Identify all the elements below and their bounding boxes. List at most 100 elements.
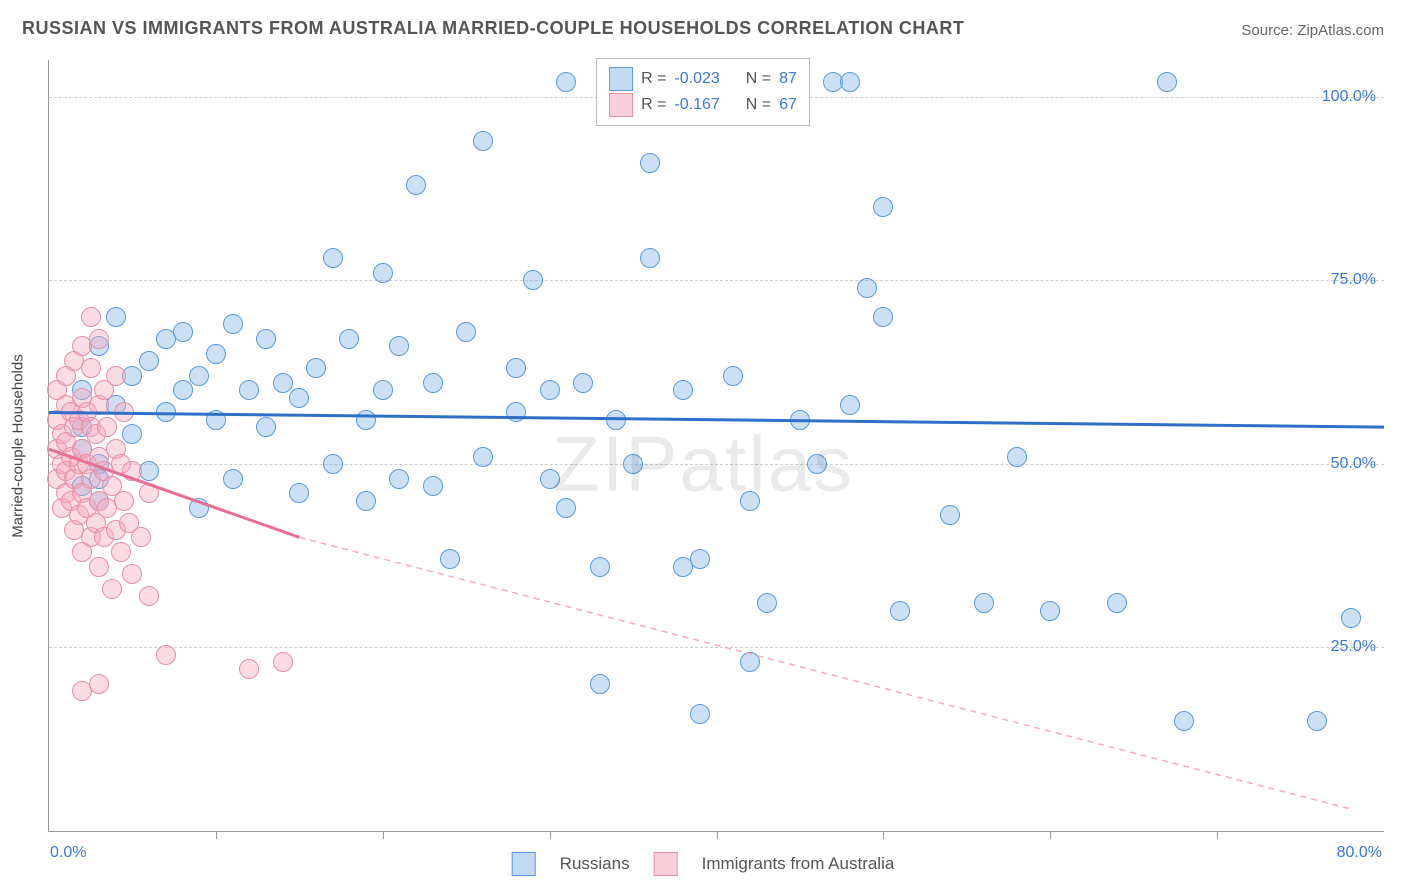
data-point xyxy=(1007,447,1027,467)
data-point xyxy=(890,601,910,621)
data-point xyxy=(506,402,526,422)
data-point xyxy=(131,527,151,547)
regression-line xyxy=(49,412,1384,427)
data-point xyxy=(974,593,994,613)
data-point xyxy=(89,674,109,694)
data-point xyxy=(757,593,777,613)
data-point xyxy=(373,263,393,283)
data-point xyxy=(1040,601,1060,621)
data-point xyxy=(239,380,259,400)
data-point xyxy=(139,586,159,606)
data-point xyxy=(1107,593,1127,613)
data-point xyxy=(206,344,226,364)
data-point xyxy=(840,72,860,92)
data-point xyxy=(273,652,293,672)
data-point xyxy=(114,491,134,511)
data-point xyxy=(373,380,393,400)
data-point xyxy=(740,491,760,511)
data-point xyxy=(690,549,710,569)
x-axis-tick xyxy=(550,831,551,839)
swatch-blue xyxy=(609,67,633,91)
data-point xyxy=(102,579,122,599)
data-point xyxy=(106,307,126,327)
data-point xyxy=(840,395,860,415)
swatch-blue xyxy=(512,852,536,876)
data-point xyxy=(1307,711,1327,731)
data-point xyxy=(606,410,626,430)
scatter-chart: 25.0% 50.0% 75.0% 100.0% xyxy=(48,60,1384,832)
data-point xyxy=(223,314,243,334)
data-point xyxy=(540,469,560,489)
data-point xyxy=(556,498,576,518)
chart-title: RUSSIAN VS IMMIGRANTS FROM AUSTRALIA MAR… xyxy=(22,18,964,39)
data-point xyxy=(423,373,443,393)
data-point xyxy=(940,505,960,525)
data-point xyxy=(873,197,893,217)
y-axis-label: Married-couple Households xyxy=(10,354,27,537)
data-point xyxy=(189,366,209,386)
data-point xyxy=(289,388,309,408)
data-point xyxy=(356,491,376,511)
x-axis-tick xyxy=(717,831,718,839)
y-axis-tick-label: 50.0% xyxy=(1312,455,1376,473)
data-point xyxy=(556,72,576,92)
x-axis-tick xyxy=(1217,831,1218,839)
data-point xyxy=(406,175,426,195)
data-point xyxy=(356,410,376,430)
data-point xyxy=(723,366,743,386)
source-attribution: Source: ZipAtlas.com xyxy=(1241,22,1384,39)
x-axis-tick-max: 80.0% xyxy=(1337,844,1382,862)
y-axis-tick-label: 100.0% xyxy=(1312,88,1376,106)
data-point xyxy=(223,469,243,489)
data-point xyxy=(456,322,476,342)
source-name: ZipAtlas.com xyxy=(1297,22,1384,39)
data-point xyxy=(156,645,176,665)
gridline xyxy=(49,280,1384,281)
x-axis-tick xyxy=(1050,831,1051,839)
data-point xyxy=(339,329,359,349)
data-point xyxy=(690,704,710,724)
data-point xyxy=(1341,608,1361,628)
data-point xyxy=(81,307,101,327)
data-point xyxy=(306,358,326,378)
data-point xyxy=(640,248,660,268)
swatch-pink xyxy=(654,852,678,876)
x-axis-tick xyxy=(883,831,884,839)
data-point xyxy=(623,454,643,474)
data-point xyxy=(111,542,131,562)
data-point xyxy=(1157,72,1177,92)
data-point xyxy=(89,557,109,577)
series-legend: Russians Immigrants from Australia xyxy=(512,852,895,876)
data-point xyxy=(640,153,660,173)
data-point xyxy=(89,329,109,349)
data-point xyxy=(289,483,309,503)
regression-line xyxy=(299,537,1350,809)
n-value: 67 xyxy=(779,96,797,114)
data-point xyxy=(81,358,101,378)
data-point xyxy=(1174,711,1194,731)
r-label: R = xyxy=(641,96,666,114)
x-axis-tick xyxy=(216,831,217,839)
data-point xyxy=(97,417,117,437)
data-point xyxy=(389,469,409,489)
y-axis-tick-label: 75.0% xyxy=(1312,271,1376,289)
legend-row-russians: R = -0.023 N = 87 xyxy=(609,67,797,91)
data-point xyxy=(673,380,693,400)
data-point xyxy=(540,380,560,400)
data-point xyxy=(173,322,193,342)
y-axis-tick-label: 25.0% xyxy=(1312,638,1376,656)
x-axis-tick-min: 0.0% xyxy=(50,844,86,862)
data-point xyxy=(523,270,543,290)
legend-label-russians: Russians xyxy=(560,854,630,874)
data-point xyxy=(206,410,226,430)
gridline xyxy=(49,464,1384,465)
legend-label-immigrants: Immigrants from Australia xyxy=(702,854,895,874)
data-point xyxy=(873,307,893,327)
x-axis-tick xyxy=(383,831,384,839)
data-point xyxy=(740,652,760,672)
data-point xyxy=(173,380,193,400)
data-point xyxy=(114,402,134,422)
data-point xyxy=(106,366,126,386)
data-point xyxy=(122,564,142,584)
data-point xyxy=(256,329,276,349)
